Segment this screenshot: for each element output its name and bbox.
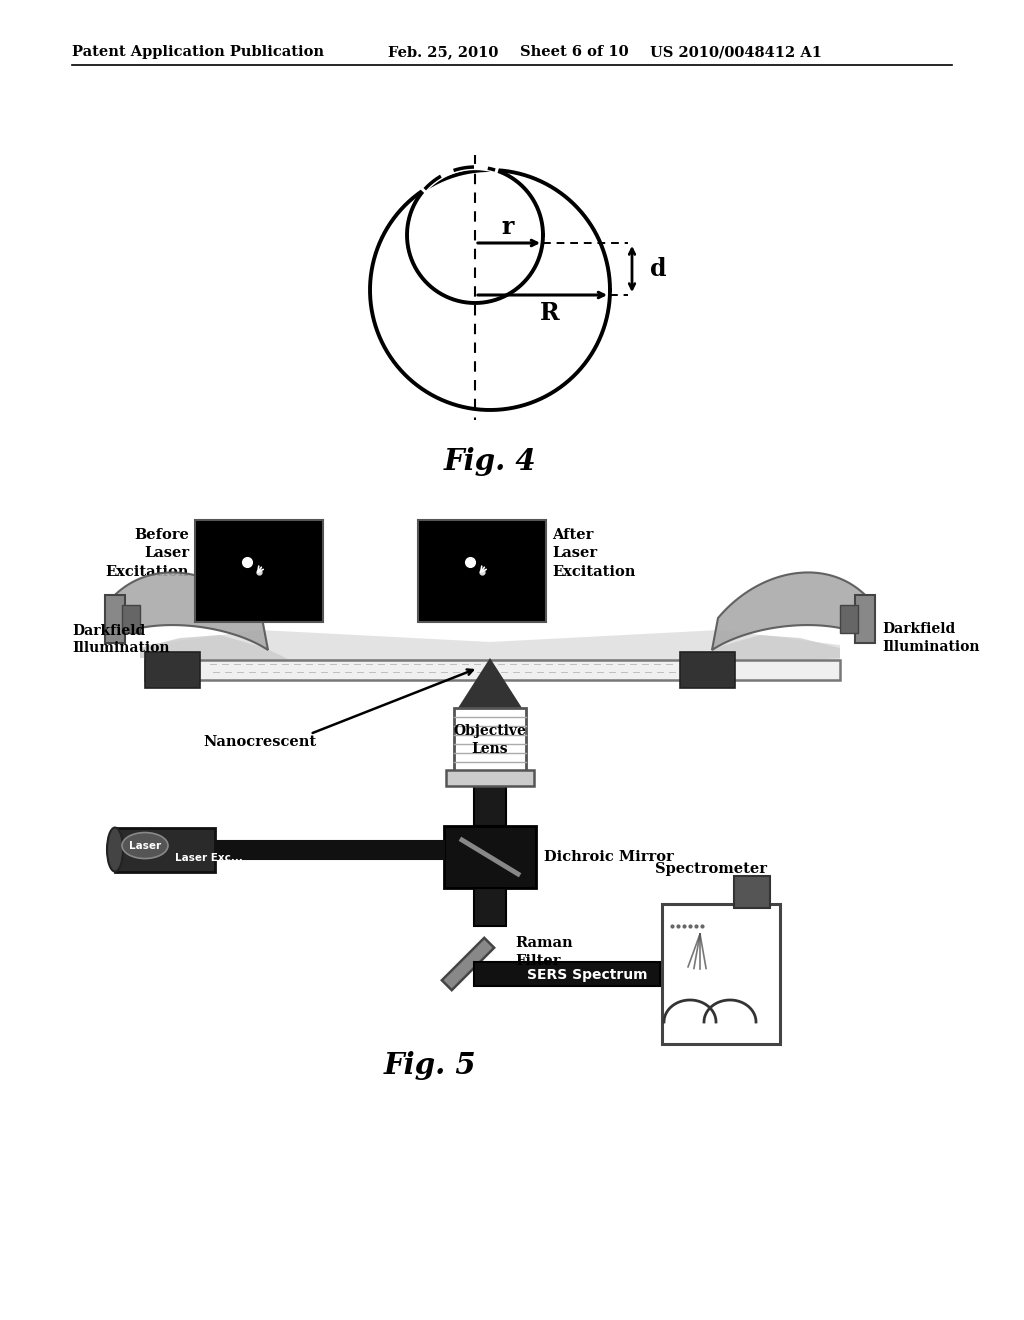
Bar (210, 841, 444, 858)
Bar (446, 770, 534, 785)
Bar (840, 605, 858, 634)
Bar (145, 660, 840, 680)
Text: After
Laser
Excitation: After Laser Excitation (552, 528, 635, 578)
Bar (115, 828, 215, 871)
Bar (734, 876, 770, 908)
Text: Darkfield
Illumination: Darkfield Illumination (882, 622, 980, 653)
Bar (105, 595, 125, 643)
Text: Dichroic Mirror: Dichroic Mirror (544, 850, 674, 865)
Polygon shape (712, 573, 870, 649)
Text: Raman
Filter: Raman Filter (515, 936, 572, 968)
Text: Darkfield
Illumination: Darkfield Illumination (72, 624, 170, 655)
Polygon shape (441, 937, 495, 990)
Bar (474, 785, 506, 826)
Polygon shape (140, 635, 290, 671)
Text: SERS Spectrum: SERS Spectrum (526, 968, 647, 982)
Bar (195, 520, 323, 622)
Bar (145, 652, 200, 688)
Text: Spectrometer: Spectrometer (655, 862, 767, 876)
Text: Laser Exc...: Laser Exc... (175, 853, 243, 862)
Text: r: r (502, 215, 514, 239)
Text: Laser: Laser (129, 841, 161, 850)
Bar (662, 904, 780, 1044)
Ellipse shape (106, 828, 123, 871)
Text: R: R (540, 301, 559, 325)
Polygon shape (700, 635, 840, 671)
Text: Fig. 4: Fig. 4 (443, 447, 537, 477)
Bar (454, 708, 526, 776)
Bar (855, 595, 874, 643)
Bar (418, 520, 546, 622)
Text: Nanocrescent: Nanocrescent (204, 735, 316, 748)
Polygon shape (458, 657, 522, 708)
Text: Sheet 6 of 10: Sheet 6 of 10 (520, 45, 629, 59)
Bar (444, 826, 536, 888)
Text: US 2010/0048412 A1: US 2010/0048412 A1 (650, 45, 822, 59)
Bar (474, 888, 506, 927)
Polygon shape (145, 630, 840, 660)
Text: Before
Laser
Excitation: Before Laser Excitation (105, 528, 189, 578)
Bar (474, 962, 660, 986)
Ellipse shape (122, 833, 168, 858)
Polygon shape (110, 573, 268, 649)
Text: Patent Application Publication: Patent Application Publication (72, 45, 324, 59)
Text: Feb. 25, 2010: Feb. 25, 2010 (388, 45, 499, 59)
Text: Objective
Lens: Objective Lens (454, 725, 526, 755)
Text: Fig. 5: Fig. 5 (384, 1052, 476, 1081)
Bar (122, 605, 140, 634)
Bar (680, 652, 735, 688)
Text: d: d (650, 257, 667, 281)
